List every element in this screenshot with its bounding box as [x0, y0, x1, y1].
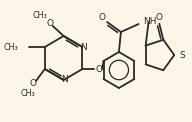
- Text: CH₃: CH₃: [32, 11, 47, 20]
- Text: O: O: [29, 78, 36, 87]
- Text: CH₃: CH₃: [3, 42, 18, 51]
- Text: CH₃: CH₃: [21, 88, 35, 97]
- Text: O: O: [46, 20, 53, 29]
- Text: N: N: [61, 76, 68, 85]
- Text: N: N: [80, 42, 87, 51]
- Text: O: O: [99, 12, 106, 21]
- Text: O: O: [96, 65, 103, 73]
- Text: NH: NH: [144, 16, 157, 25]
- Text: O: O: [156, 13, 163, 22]
- Text: S: S: [179, 51, 185, 60]
